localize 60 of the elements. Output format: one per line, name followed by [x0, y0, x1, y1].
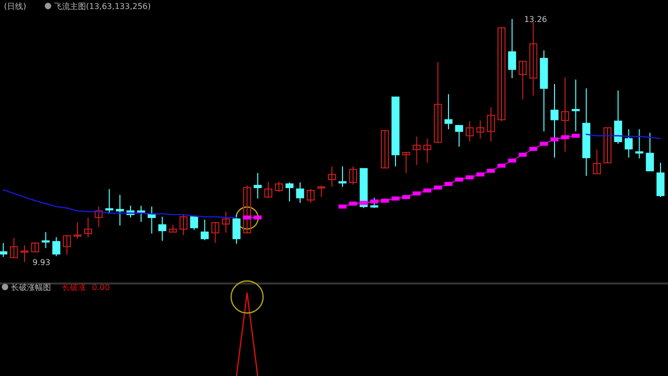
candlestick [158, 216, 166, 242]
candlestick [190, 216, 198, 230]
candlestick [328, 166, 336, 188]
candlestick [137, 205, 146, 222]
annotation: 13.26 [524, 15, 548, 24]
candlestick [402, 151, 410, 174]
candlestick [498, 27, 506, 122]
candlestick [572, 79, 580, 132]
candlestick [349, 166, 358, 186]
candlestick [74, 222, 82, 240]
candlestick [476, 120, 484, 140]
candlestick [380, 130, 389, 168]
candlestick [286, 182, 294, 202]
candlestick [604, 127, 612, 164]
candlestick [486, 106, 495, 142]
candlestick [306, 188, 315, 204]
candlestick [508, 18, 516, 79]
candlestick [222, 211, 230, 234]
candlestick [444, 94, 452, 130]
annotation: 9.93 [32, 258, 50, 267]
candlestick [423, 138, 432, 164]
candlestick [317, 184, 326, 198]
candlestick [94, 206, 103, 228]
candlestick [434, 62, 442, 143]
candlestick [254, 172, 262, 200]
candlestick [624, 128, 633, 158]
text: 0.00 [92, 283, 110, 292]
chart-title: 长破涨幅图 [11, 283, 51, 292]
chart-subtitle: 飞流主图(13,63,133,256) [54, 2, 151, 11]
candlestick [338, 166, 346, 188]
candlestick [614, 90, 622, 144]
candlestick [518, 60, 527, 100]
candlestick [466, 120, 474, 142]
candlestick [180, 214, 188, 236]
candlestick [200, 219, 209, 241]
candlestick [84, 216, 92, 238]
candlestick [211, 222, 220, 244]
candlestick [592, 149, 601, 174]
candlestick [264, 181, 272, 198]
candlestick [529, 21, 538, 96]
chart-title: (日线) [4, 2, 26, 11]
candlestick [10, 237, 18, 258]
candlestick [62, 235, 71, 256]
candlestick [646, 132, 654, 172]
candlestick [656, 162, 664, 198]
candlestick [635, 128, 644, 159]
candlestick [455, 125, 464, 148]
candlestick [20, 244, 28, 262]
candlestick [42, 232, 50, 249]
candlestick [116, 194, 124, 226]
candlestick [0, 242, 8, 258]
candlestick [370, 197, 378, 208]
text: 长破涨 [62, 283, 86, 292]
candlestick [232, 214, 240, 244]
candlestick [274, 181, 283, 192]
candlestick [31, 242, 40, 252]
candlestick [412, 136, 421, 166]
candlestick [105, 188, 114, 214]
candlestick [296, 182, 304, 204]
candlestick [52, 236, 60, 257]
